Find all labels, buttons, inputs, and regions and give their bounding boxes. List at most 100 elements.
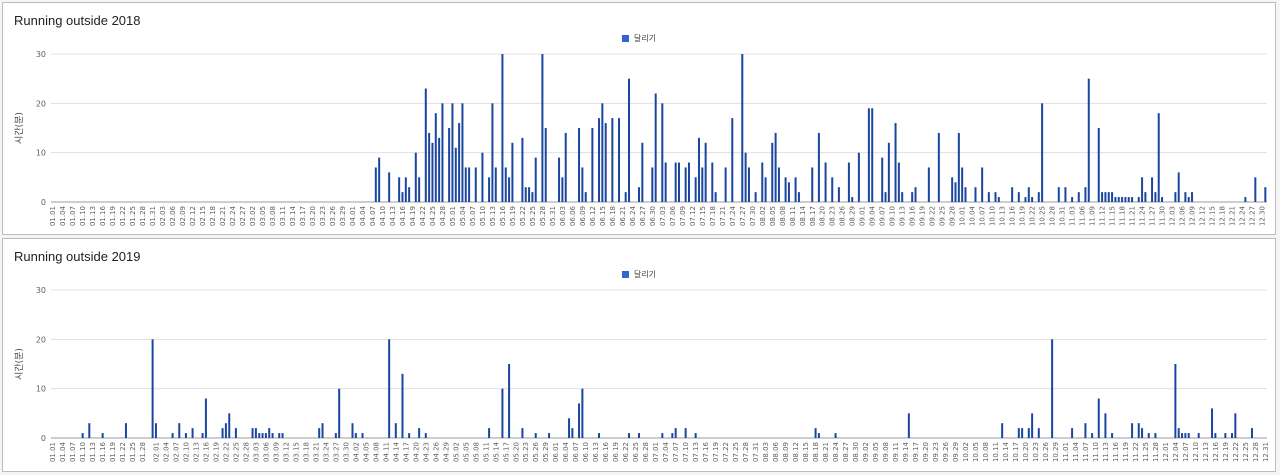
bar[interactable] — [424, 88, 427, 202]
bar[interactable] — [271, 433, 274, 438]
bar[interactable] — [1187, 197, 1190, 202]
bar[interactable] — [281, 433, 284, 438]
bar[interactable] — [151, 339, 154, 438]
bar[interactable] — [1151, 177, 1154, 202]
bar[interactable] — [1234, 413, 1237, 438]
bar[interactable] — [1141, 177, 1144, 202]
bar[interactable] — [1101, 192, 1104, 202]
bar[interactable] — [1011, 187, 1014, 202]
bar[interactable] — [697, 137, 700, 202]
bar[interactable] — [1131, 197, 1134, 202]
bar[interactable] — [598, 118, 601, 202]
bar[interactable] — [431, 142, 434, 202]
bar[interactable] — [428, 132, 431, 202]
bar[interactable] — [1184, 433, 1187, 438]
bar[interactable] — [1041, 103, 1044, 202]
bar[interactable] — [154, 423, 157, 438]
bar[interactable] — [674, 428, 677, 438]
bar[interactable] — [1251, 428, 1254, 438]
bar[interactable] — [414, 152, 417, 202]
bar[interactable] — [374, 167, 377, 202]
bar[interactable] — [687, 162, 690, 202]
bar[interactable] — [887, 142, 890, 202]
bar[interactable] — [1017, 428, 1020, 438]
bar[interactable] — [774, 132, 777, 202]
bar[interactable] — [937, 132, 940, 202]
bar[interactable] — [488, 428, 491, 438]
bar[interactable] — [747, 167, 750, 202]
bar[interactable] — [604, 123, 607, 202]
bar[interactable] — [907, 413, 910, 438]
bar[interactable] — [531, 192, 534, 202]
bar[interactable] — [101, 433, 104, 438]
bar[interactable] — [508, 364, 511, 438]
bar[interactable] — [871, 108, 874, 202]
bar[interactable] — [321, 423, 324, 438]
bar[interactable] — [521, 428, 524, 438]
bar[interactable] — [664, 162, 667, 202]
bar[interactable] — [494, 167, 497, 202]
bar[interactable] — [981, 167, 984, 202]
bar[interactable] — [191, 428, 194, 438]
bar[interactable] — [1017, 192, 1020, 202]
bar[interactable] — [1084, 187, 1087, 202]
bar[interactable] — [578, 128, 581, 202]
chart-legend[interactable]: 달리기 — [3, 269, 1275, 280]
bar[interactable] — [448, 128, 451, 202]
bar[interactable] — [438, 137, 441, 202]
bar[interactable] — [867, 108, 870, 202]
bar[interactable] — [914, 187, 917, 202]
bar[interactable] — [464, 167, 467, 202]
bar[interactable] — [851, 197, 854, 202]
bar[interactable] — [641, 142, 644, 202]
bar[interactable] — [528, 187, 531, 202]
bar[interactable] — [618, 118, 621, 202]
bar[interactable] — [1037, 428, 1040, 438]
bar[interactable] — [1037, 192, 1040, 202]
bar[interactable] — [624, 192, 627, 202]
bar[interactable] — [1174, 192, 1177, 202]
bar[interactable] — [1154, 433, 1157, 438]
bar[interactable] — [171, 433, 174, 438]
bar[interactable] — [847, 162, 850, 202]
bar[interactable] — [251, 428, 254, 438]
bar[interactable] — [784, 177, 787, 202]
bar[interactable] — [488, 177, 491, 202]
bar[interactable] — [544, 128, 547, 202]
bar[interactable] — [591, 128, 594, 202]
bar[interactable] — [817, 433, 820, 438]
bar[interactable] — [1064, 187, 1067, 202]
bar[interactable] — [677, 162, 680, 202]
bar[interactable] — [731, 118, 734, 202]
bar[interactable] — [787, 182, 790, 202]
bar[interactable] — [964, 187, 967, 202]
bar[interactable] — [1224, 433, 1227, 438]
bar[interactable] — [441, 103, 444, 202]
bar[interactable] — [534, 157, 537, 202]
bar[interactable] — [334, 433, 337, 438]
bar[interactable] — [987, 192, 990, 202]
bar[interactable] — [1107, 192, 1110, 202]
bar[interactable] — [1154, 192, 1157, 202]
bar[interactable] — [954, 182, 957, 202]
bar[interactable] — [831, 177, 834, 202]
bar[interactable] — [797, 192, 800, 202]
bar[interactable] — [424, 433, 427, 438]
bar[interactable] — [638, 433, 641, 438]
bar[interactable] — [601, 103, 604, 202]
bar[interactable] — [1137, 197, 1140, 202]
bar[interactable] — [88, 423, 91, 438]
bar[interactable] — [1244, 197, 1247, 202]
bar[interactable] — [1104, 413, 1107, 438]
bar[interactable] — [264, 433, 267, 438]
bar[interactable] — [228, 413, 231, 438]
bar[interactable] — [398, 177, 401, 202]
bar[interactable] — [794, 177, 797, 202]
bar[interactable] — [628, 433, 631, 438]
bar[interactable] — [1087, 78, 1090, 202]
bar[interactable] — [724, 167, 727, 202]
bar[interactable] — [278, 433, 281, 438]
bar[interactable] — [1124, 197, 1127, 202]
bar[interactable] — [1137, 423, 1140, 438]
bar[interactable] — [1254, 177, 1257, 202]
